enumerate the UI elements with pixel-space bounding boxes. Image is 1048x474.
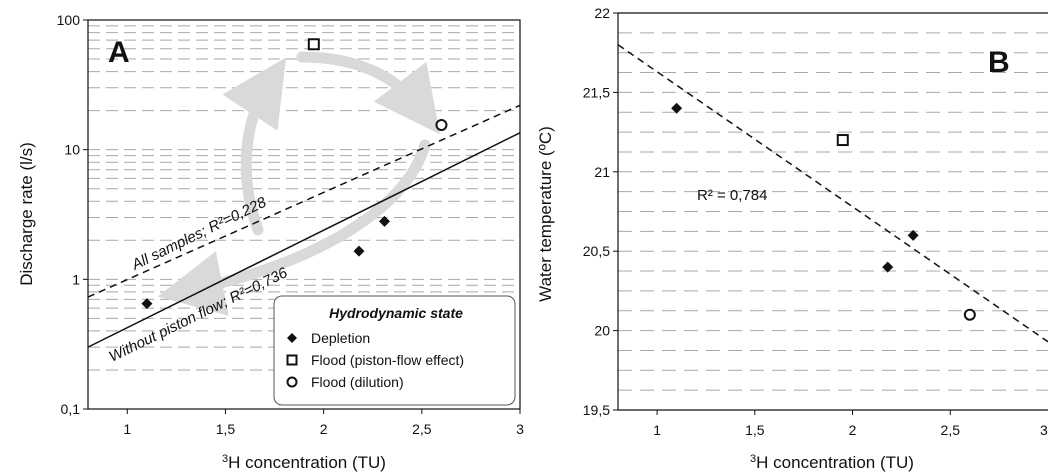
- trendline-all-samples: [87, 104, 521, 298]
- data-point-b: [671, 102, 683, 114]
- x-tick-label-a: 3: [516, 421, 524, 437]
- x-tick-label-a: 1: [123, 421, 131, 437]
- panel-a: 1 1,5 2 2,5 3 0,1 1 10 100 A All samples; R²=0,2…: [17, 12, 524, 472]
- legend-diamond-marker: [287, 333, 297, 343]
- y-tick-label-b: 19,5: [583, 402, 610, 418]
- legend-square-marker: [286, 354, 298, 366]
- cycle-arrows: [157, 51, 440, 316]
- panel-label-b: B: [988, 46, 1010, 79]
- y-axis-label-b: Water temperature (ºC): [536, 126, 555, 302]
- x-tick-label-b: 2,5: [941, 422, 961, 438]
- plot-frame-a: [87, 19, 521, 410]
- cycle-arrow-down: [157, 139, 431, 316]
- y-tick-label-a: 100: [57, 12, 81, 28]
- x-tick-label-a: 2: [320, 421, 328, 437]
- x-tick-label-a: 1,5: [216, 421, 236, 437]
- points-b: [671, 102, 976, 321]
- data-point-a: [307, 38, 320, 51]
- x-tick-label-b: 2: [849, 422, 857, 438]
- ticks-b: 1 1,5 2 2,5 3 19,5 20 20,5 21 21,5 22: [583, 5, 1048, 438]
- y-axis-label-a: Discharge rate (l/s): [17, 142, 36, 286]
- data-point-b: [963, 308, 976, 321]
- x-tick-label-b: 3: [1040, 422, 1048, 438]
- trendlines-b: [617, 44, 1048, 343]
- data-point-b: [836, 134, 849, 147]
- anno-all-samples: All samples; R²=0,228: [128, 194, 269, 275]
- y-tick-label-b: 22: [594, 5, 610, 21]
- data-point-b: [907, 229, 919, 241]
- y-tick-label-a: 10: [64, 142, 80, 158]
- data-point-a: [379, 215, 391, 227]
- anno-r2-b: R² = 0,784: [697, 187, 767, 204]
- legend-entry-dilution: Flood (dilution): [311, 374, 404, 390]
- x-axis-label-a: 3H concentration (TU): [222, 453, 386, 472]
- ticks-a: 1 1,5 2 2,5 3 0,1 1 10 100: [57, 12, 524, 437]
- data-point-a: [353, 245, 365, 257]
- legend-circle-marker: [286, 376, 298, 388]
- panel-label-a: A: [108, 36, 130, 69]
- y-tick-label-b: 21: [594, 164, 610, 180]
- points-a: [141, 38, 448, 310]
- legend: Hydrodynamic state Depletion Flood (pist…: [273, 295, 516, 406]
- y-tick-label-b: 20: [594, 323, 610, 339]
- y-tick-label-a: 0,1: [61, 401, 81, 417]
- x-tick-label-b: 1,5: [745, 422, 765, 438]
- y-tick-label-b: 20,5: [583, 243, 610, 259]
- y-tick-label-b: 21,5: [583, 84, 610, 100]
- legend-title: Hydrodynamic state: [329, 305, 463, 321]
- legend-entry-piston: Flood (piston-flow effect): [311, 352, 464, 368]
- trendline-without-piston: [87, 132, 521, 348]
- cycle-arrow-right: [296, 51, 440, 135]
- data-point-a: [435, 118, 448, 131]
- panel-b: 1 1,5 2 2,5 3 19,5 20 20,5 21 21,5 22 B R² = 0,784…: [536, 5, 1048, 472]
- x-axis-label-b: 3H concentration (TU): [750, 453, 914, 472]
- legend-entry-depletion: Depletion: [311, 330, 370, 346]
- trendline-b: [617, 44, 1048, 343]
- cycle-arrow-up: [222, 57, 287, 236]
- x-tick-label-a: 2,5: [412, 421, 432, 437]
- grid-b: [618, 32, 1048, 391]
- y-tick-label-a: 1: [72, 271, 80, 287]
- x-tick-label-b: 1: [653, 422, 661, 438]
- data-point-b: [882, 261, 894, 273]
- data-point-a: [141, 298, 153, 310]
- trendlines-a: [87, 104, 521, 348]
- legend-box: [273, 295, 516, 406]
